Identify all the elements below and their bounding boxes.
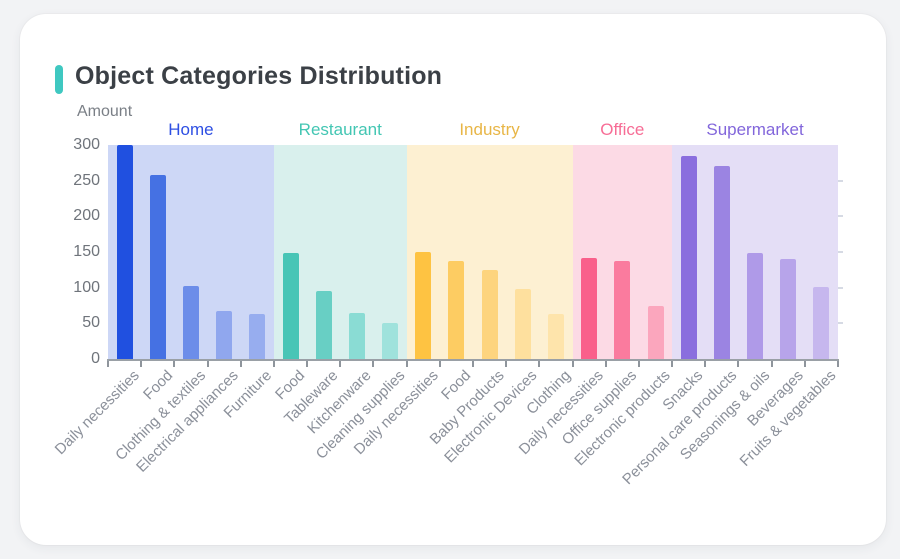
x-axis-tick: [472, 361, 474, 367]
bar-industry-0[interactable]: [415, 252, 432, 359]
bar-supermarket-1[interactable]: [713, 165, 730, 359]
x-axis-tick: [637, 361, 640, 367]
y-side-tick: [838, 215, 843, 218]
x-axis-tick: [538, 361, 541, 367]
page-title: Object Categories Distribution: [75, 62, 443, 90]
y-side-tick: [838, 286, 843, 289]
y-tick-label: 200: [73, 207, 100, 225]
x-axis-tick: [671, 361, 674, 367]
bar-home-0[interactable]: [116, 145, 133, 359]
bar-restaurant-0[interactable]: [282, 253, 299, 359]
title-accent-bar: [55, 65, 63, 94]
bar-industry-3[interactable]: [514, 289, 531, 359]
bar-restaurant-3[interactable]: [382, 323, 399, 359]
bar-supermarket-2[interactable]: [747, 253, 764, 359]
x-axis-tick: [140, 361, 143, 367]
y-tick-label: 250: [73, 171, 100, 189]
bar-office-0[interactable]: [581, 257, 598, 359]
x-axis-tick: [173, 361, 176, 367]
group-label-restaurant: Restaurant: [298, 120, 382, 139]
bar-home-1[interactable]: [149, 174, 166, 359]
group-label-home: Home: [168, 120, 214, 139]
bar-home-3[interactable]: [216, 310, 233, 359]
bar-restaurant-1[interactable]: [315, 290, 332, 359]
y-tick-label: 150: [73, 243, 100, 260]
bar-home-2[interactable]: [182, 286, 199, 359]
x-axis-tick: [372, 361, 375, 367]
group-label-office: Office: [600, 120, 645, 139]
x-axis-tick: [571, 361, 574, 367]
x-axis-tick: [803, 361, 806, 367]
y-side-tick: [838, 179, 843, 182]
y-tick-label: 0: [91, 350, 100, 367]
bar-restaurant-2[interactable]: [348, 313, 365, 359]
x-axis-tick: [272, 361, 275, 367]
x-axis-tick: [107, 361, 109, 367]
y-tick-label: 50: [82, 314, 100, 332]
bar-home-4[interactable]: [249, 314, 266, 359]
plot-area: [108, 145, 838, 359]
x-axis-tick: [405, 361, 408, 367]
x-axis-tick: [306, 361, 309, 367]
y-side-tick: [838, 251, 843, 253]
x-axis-tick: [604, 361, 607, 367]
bar-office-1[interactable]: [614, 260, 631, 359]
x-axis-tick: [438, 361, 441, 367]
bar-supermarket-0[interactable]: [680, 156, 697, 359]
bar-industry-4[interactable]: [547, 314, 564, 359]
y-axis-title: Amount: [77, 103, 133, 120]
group-label-industry: Industry: [459, 120, 520, 139]
x-axis-tick: [239, 361, 242, 367]
x-axis-tick: [737, 361, 740, 367]
y-side-tick: [838, 322, 843, 325]
x-axis-tick: [206, 361, 209, 367]
y-tick-label: 300: [73, 136, 100, 153]
y-tick-label: 100: [73, 278, 100, 296]
x-axis-tick: [704, 361, 707, 367]
group-label-supermarket: Supermarket: [706, 120, 804, 139]
bar-supermarket-3[interactable]: [780, 259, 797, 359]
x-axis-tick: [505, 361, 508, 367]
bar-industry-2[interactable]: [481, 269, 498, 359]
bar-supermarket-4[interactable]: [813, 286, 830, 359]
x-axis-tick: [837, 361, 839, 367]
chart-card: Object Categories Distribution Amount Ho…: [20, 14, 886, 545]
x-axis-tick: [770, 361, 773, 367]
bar-office-2[interactable]: [647, 305, 664, 359]
x-axis-line: [107, 359, 839, 361]
x-axis-tick: [339, 361, 342, 367]
bar-industry-1[interactable]: [448, 260, 465, 359]
